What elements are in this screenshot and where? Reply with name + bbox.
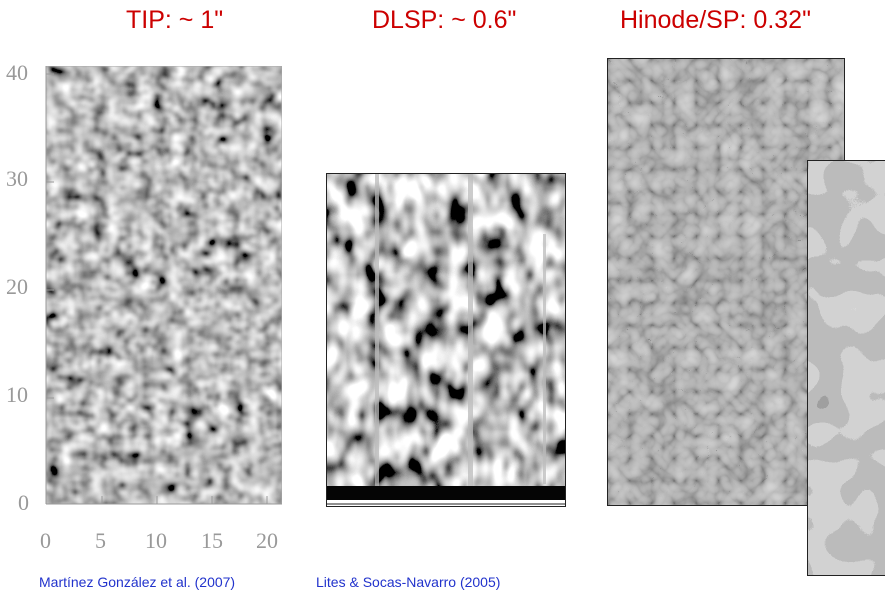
- tip-title: TIP: ~ 1": [126, 6, 224, 34]
- x-tick-10: 10: [145, 528, 167, 553]
- hinode-granulation-image: [607, 58, 845, 506]
- x-tick-20: 20: [256, 528, 278, 553]
- x-tick-5: 5: [95, 528, 106, 553]
- y-tick-20: 20: [6, 274, 28, 299]
- x-tick-15: 15: [201, 528, 223, 553]
- y-tick-30: 30: [6, 166, 28, 191]
- tip-granulation-image: [46, 66, 282, 504]
- dlsp-granulation-image: [326, 173, 566, 507]
- tip-citation: Martínez González et al. (2007): [39, 574, 236, 590]
- y-tick-10: 10: [6, 382, 28, 407]
- y-tick-0: 0: [18, 490, 29, 515]
- hinode-title: Hinode/SP: 0.32": [620, 6, 811, 34]
- y-tick-40: 40: [6, 60, 28, 85]
- dlsp-title: DLSP: ~ 0.6": [372, 6, 517, 34]
- dlsp-citation: Lites & Socas-Navarro (2005): [316, 574, 501, 590]
- hinode-zoom-inset: [807, 160, 885, 576]
- x-tick-0: 0: [40, 528, 51, 553]
